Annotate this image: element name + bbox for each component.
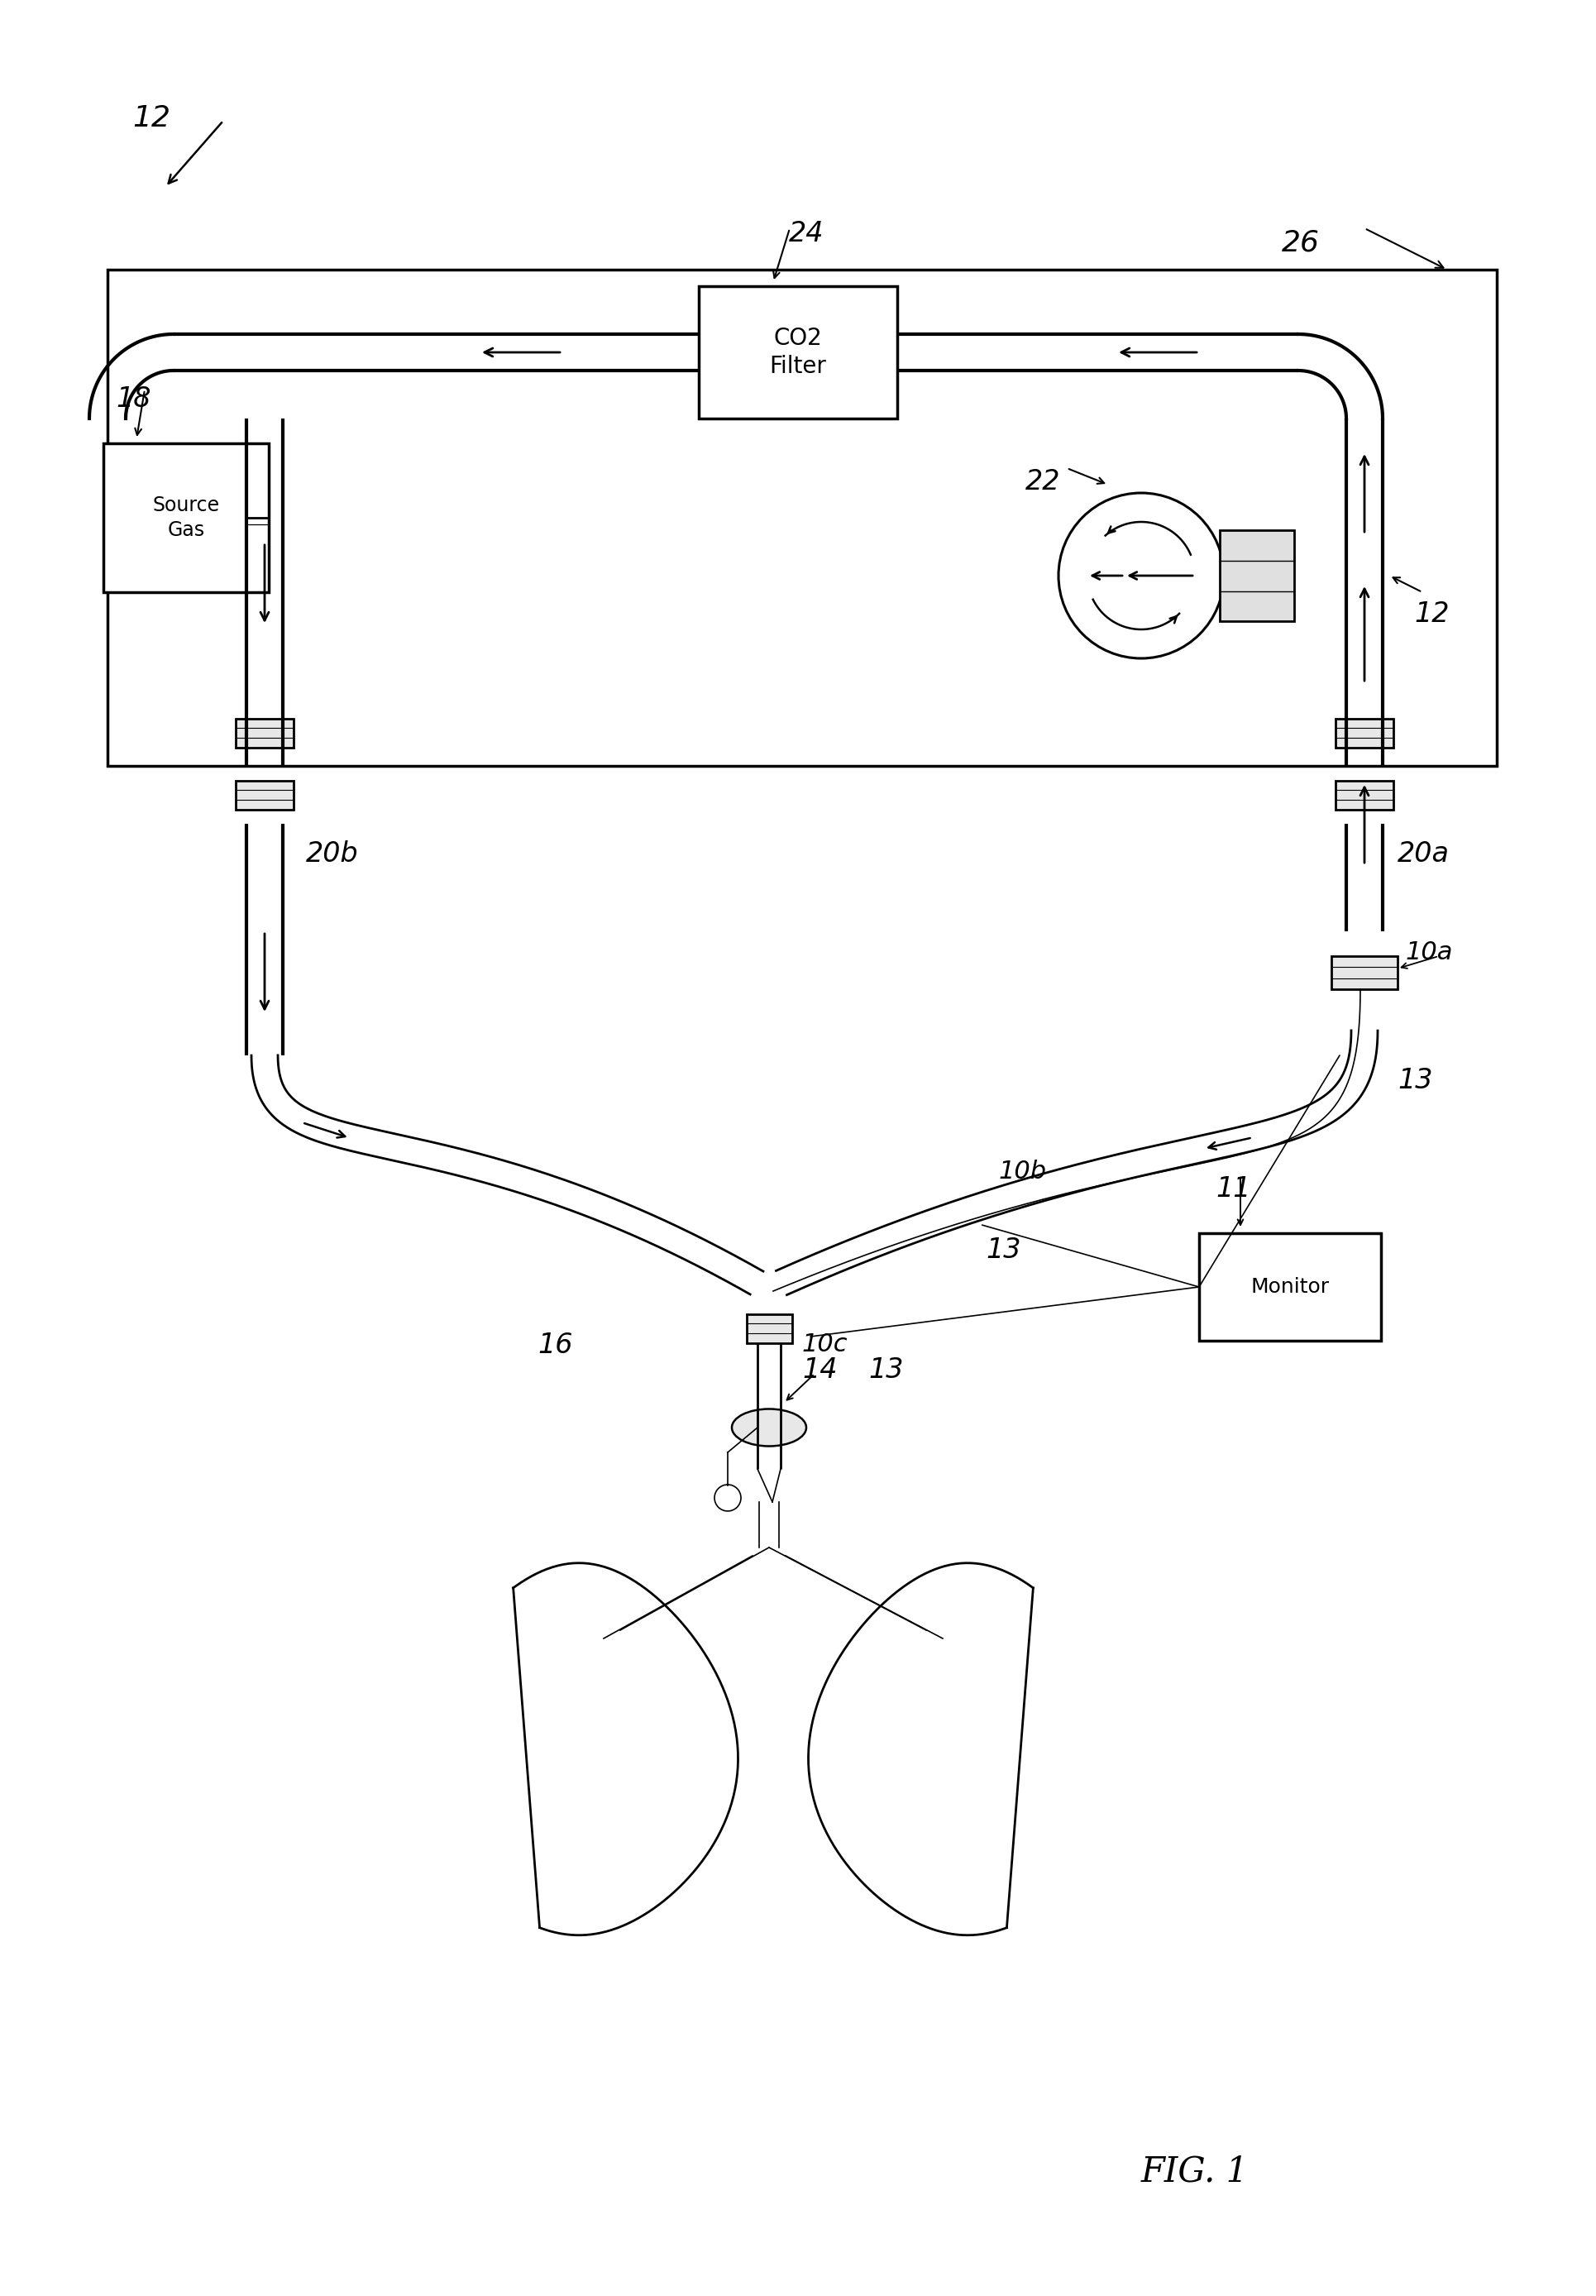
Text: 16: 16 <box>538 1332 573 1359</box>
Bar <box>1219 530 1294 622</box>
Bar <box>236 719 294 746</box>
Text: FIG. 1: FIG. 1 <box>1141 2154 1248 2190</box>
Bar <box>107 269 1497 767</box>
Text: 11: 11 <box>1216 1176 1251 1203</box>
Text: Source
Gas: Source Gas <box>153 496 220 540</box>
Text: 12: 12 <box>1414 602 1449 627</box>
Bar <box>1331 955 1398 990</box>
Text: 13: 13 <box>1398 1068 1433 1093</box>
Text: 18: 18 <box>117 386 152 413</box>
Text: 13: 13 <box>868 1357 903 1382</box>
Bar <box>1336 719 1393 746</box>
Bar <box>699 287 897 418</box>
Text: 22: 22 <box>1025 468 1061 496</box>
Text: 10a: 10a <box>1406 941 1454 964</box>
Bar <box>104 443 268 592</box>
Text: 20a: 20a <box>1398 840 1449 868</box>
Bar <box>1199 1233 1381 1341</box>
Bar <box>1336 781 1393 808</box>
Text: 13: 13 <box>986 1235 1021 1263</box>
Ellipse shape <box>733 1410 806 1446</box>
Bar <box>747 1313 792 1343</box>
Bar <box>236 781 294 808</box>
Text: CO2
Filter: CO2 Filter <box>769 326 827 379</box>
Text: Monitor: Monitor <box>1251 1277 1329 1297</box>
Text: 24: 24 <box>788 220 824 248</box>
Text: 14: 14 <box>803 1357 838 1382</box>
Text: 20b: 20b <box>306 840 359 868</box>
Text: 26: 26 <box>1282 227 1320 257</box>
Text: 10b: 10b <box>999 1159 1047 1185</box>
Text: 10c: 10c <box>803 1332 847 1357</box>
Text: 12: 12 <box>132 103 171 133</box>
